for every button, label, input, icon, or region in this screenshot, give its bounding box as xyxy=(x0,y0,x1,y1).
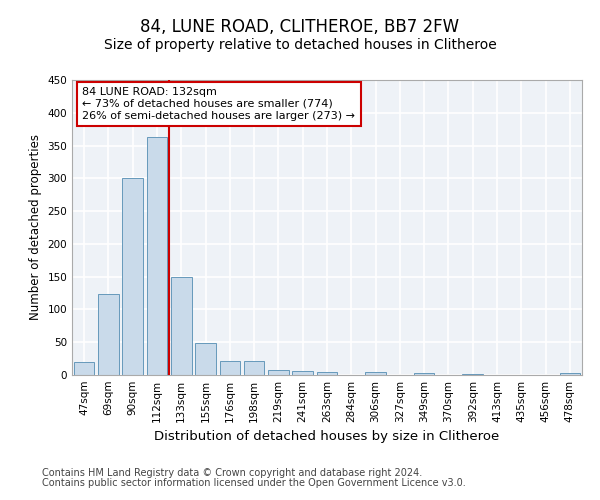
Bar xyxy=(74,362,94,375)
Y-axis label: Number of detached properties: Number of detached properties xyxy=(29,134,42,320)
Bar xyxy=(560,373,580,375)
Text: Contains HM Land Registry data © Crown copyright and database right 2024.: Contains HM Land Registry data © Crown c… xyxy=(42,468,422,477)
Bar xyxy=(220,360,240,375)
Bar xyxy=(268,370,289,375)
Bar xyxy=(292,371,313,375)
Bar xyxy=(195,343,216,375)
Text: Size of property relative to detached houses in Clitheroe: Size of property relative to detached ho… xyxy=(104,38,496,52)
Bar xyxy=(365,372,386,375)
Bar xyxy=(171,276,191,375)
Bar xyxy=(463,374,483,375)
X-axis label: Distribution of detached houses by size in Clitheroe: Distribution of detached houses by size … xyxy=(154,430,500,444)
Bar xyxy=(317,372,337,375)
Text: 84 LUNE ROAD: 132sqm
← 73% of detached houses are smaller (774)
26% of semi-deta: 84 LUNE ROAD: 132sqm ← 73% of detached h… xyxy=(82,88,355,120)
Text: Contains public sector information licensed under the Open Government Licence v3: Contains public sector information licen… xyxy=(42,478,466,488)
Bar xyxy=(146,137,167,375)
Bar xyxy=(414,373,434,375)
Bar xyxy=(122,178,143,375)
Text: 84, LUNE ROAD, CLITHEROE, BB7 2FW: 84, LUNE ROAD, CLITHEROE, BB7 2FW xyxy=(140,18,460,36)
Bar xyxy=(98,294,119,375)
Bar xyxy=(244,360,265,375)
